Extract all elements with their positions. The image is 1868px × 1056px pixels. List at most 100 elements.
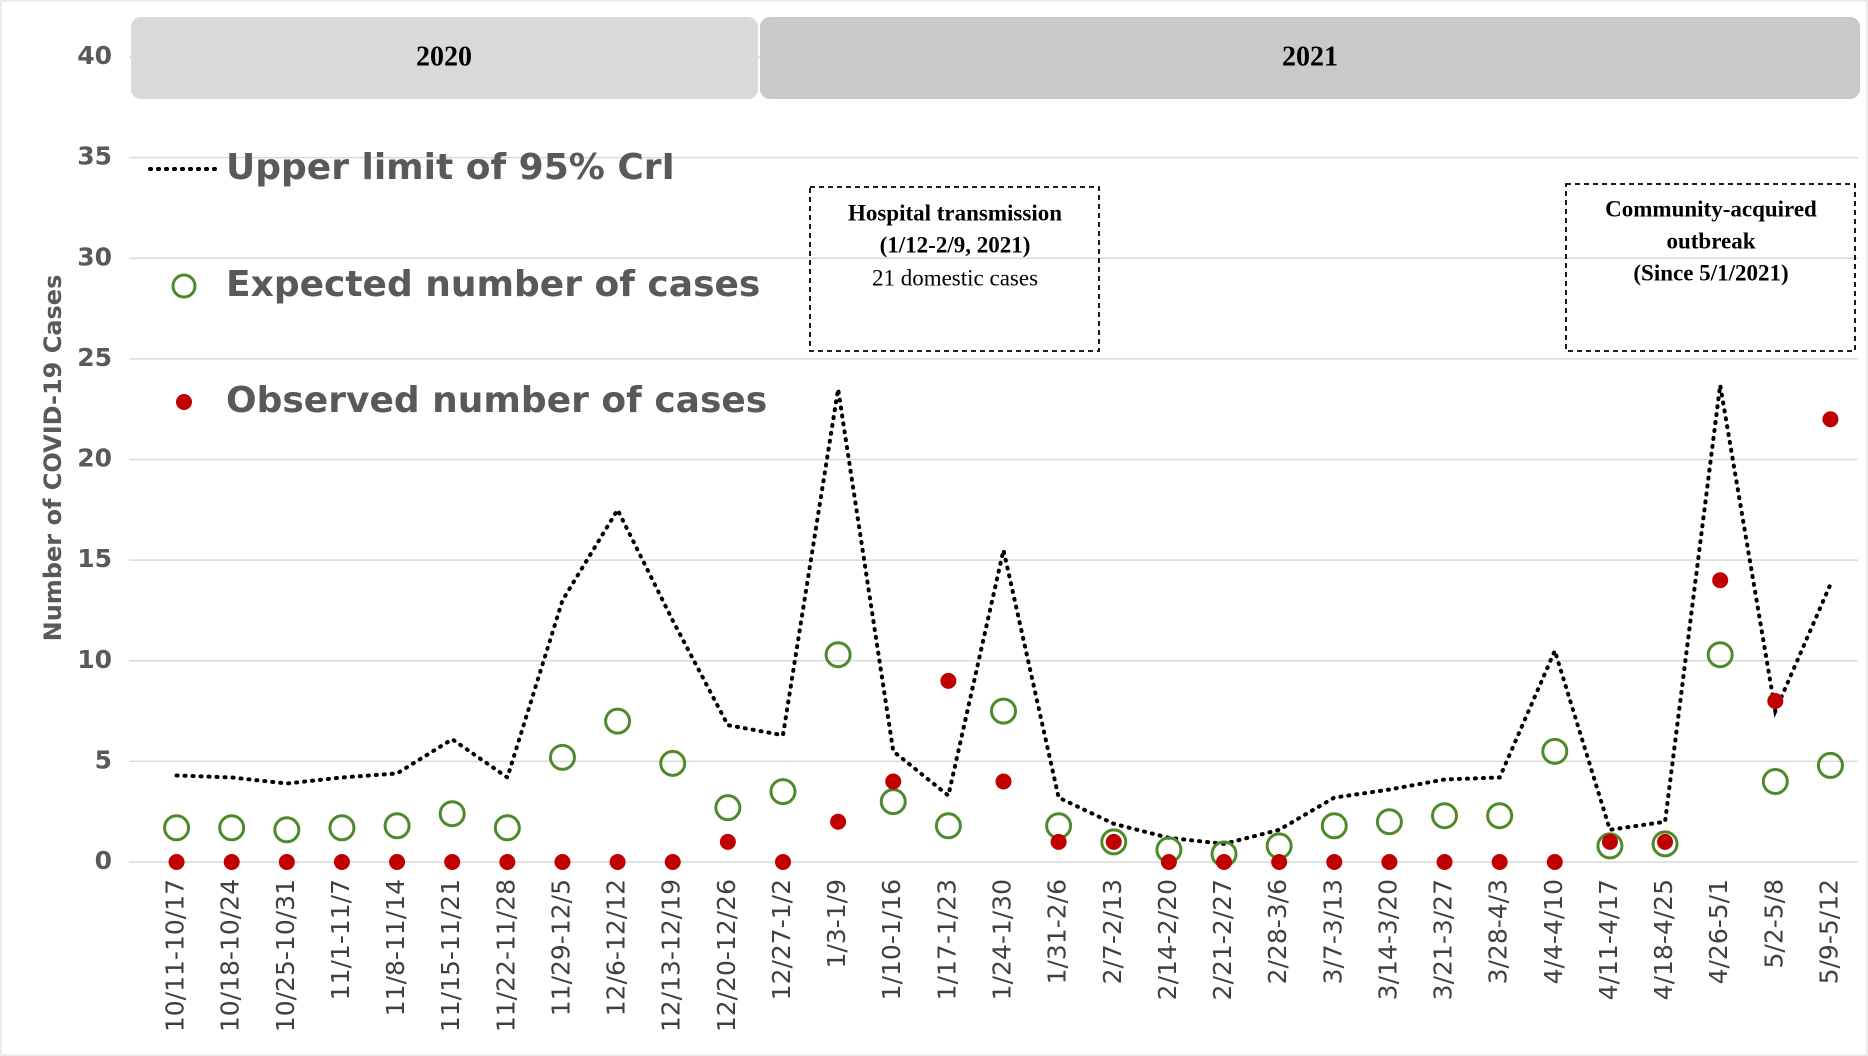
annotation-text: (1/12-2/9, 2021) xyxy=(880,232,1031,257)
point xyxy=(1657,833,1674,850)
point xyxy=(499,854,516,870)
annotation-text: outbreak xyxy=(1666,228,1755,253)
annotation-text: Community-acquired xyxy=(1605,196,1817,221)
annotation-box xyxy=(1565,183,1856,352)
point xyxy=(163,814,191,842)
legend-label: Expected number of cases xyxy=(226,264,760,305)
year-band xyxy=(760,17,1860,99)
point xyxy=(1486,802,1514,830)
x-tick-label: 1/24-1/30 xyxy=(988,879,1017,1000)
point xyxy=(1381,854,1398,870)
point xyxy=(995,773,1012,790)
year-band xyxy=(131,17,758,99)
point xyxy=(659,749,687,777)
x-tick-label: 1/10-1/16 xyxy=(877,879,906,1000)
point xyxy=(769,778,797,806)
point xyxy=(1436,854,1453,870)
x-tick-label: 1/31-2/6 xyxy=(1043,879,1072,984)
point xyxy=(990,697,1017,725)
x-tick-label: 3/28-4/3 xyxy=(1484,879,1513,984)
annotation-text: 21 domestic cases xyxy=(872,265,1038,290)
y-tick-label: 30 xyxy=(77,242,112,271)
y-axis-label: Number of COVID-19 Cases xyxy=(39,275,67,642)
y-tick-label: 15 xyxy=(77,544,112,573)
point xyxy=(830,813,847,830)
x-tick-label: 4/18-4/25 xyxy=(1649,879,1678,1000)
point xyxy=(1651,830,1679,858)
point xyxy=(1326,854,1343,870)
point xyxy=(1546,854,1563,870)
annotation-text: (Since 5/1/2021) xyxy=(1633,260,1788,285)
y-tick-label: 20 xyxy=(77,444,112,473)
x-tick-label: 3/14-3/20 xyxy=(1373,879,1402,1000)
point xyxy=(1601,833,1618,850)
x-tick-label: 2/14-2/20 xyxy=(1153,879,1182,1000)
point xyxy=(1541,737,1569,765)
point xyxy=(885,773,902,790)
x-tick-label: 12/20-12/26 xyxy=(712,879,741,1032)
year-label: 2020 xyxy=(416,41,472,72)
y-tick-label: 25 xyxy=(77,343,112,372)
point xyxy=(1816,751,1844,779)
x-tick-label: 5/9-5/12 xyxy=(1814,879,1843,984)
x-tick-label: 5/2-5/8 xyxy=(1759,879,1788,969)
point xyxy=(1320,812,1348,840)
x-tick-label: 3/7-3/13 xyxy=(1318,879,1347,984)
point xyxy=(1100,828,1128,856)
y-tick-label: 40 xyxy=(77,41,112,70)
point xyxy=(1375,808,1403,836)
point xyxy=(1050,833,1067,850)
point xyxy=(1431,802,1459,830)
x-tick-label: 12/13-12/19 xyxy=(657,879,686,1032)
point xyxy=(1712,572,1729,589)
point xyxy=(774,854,791,870)
point xyxy=(879,788,907,816)
y-tick-label: 5 xyxy=(95,745,112,774)
x-tick-label: 11/15-11/21 xyxy=(436,879,465,1032)
x-tick-label: 11/1-11/7 xyxy=(326,879,355,1000)
point xyxy=(383,812,411,840)
legend-label: Upper limit of 95% CrI xyxy=(226,147,675,188)
point xyxy=(719,833,736,850)
x-tick-label: 3/21-3/27 xyxy=(1429,879,1458,1000)
annotation-box xyxy=(809,186,1100,352)
legend-label: Observed number of cases xyxy=(226,380,767,421)
point xyxy=(554,854,571,870)
point xyxy=(1216,854,1233,870)
point xyxy=(1271,854,1288,870)
point xyxy=(328,814,356,842)
point xyxy=(389,854,406,870)
x-tick-label: 1/3-1/9 xyxy=(822,879,851,969)
point xyxy=(168,854,185,870)
point xyxy=(273,816,301,844)
point xyxy=(934,812,962,840)
x-tick-label: 1/17-1/23 xyxy=(932,879,961,1000)
point xyxy=(609,854,626,870)
point xyxy=(1761,768,1789,795)
point xyxy=(218,814,246,842)
point xyxy=(223,854,240,870)
x-tick-label: 11/29-12/5 xyxy=(546,879,575,1016)
point xyxy=(444,854,461,870)
x-tick-label: 10/25-10/31 xyxy=(271,879,300,1032)
x-tick-label: 2/28-3/6 xyxy=(1263,879,1292,984)
x-tick-label: 4/11-4/17 xyxy=(1594,879,1623,1000)
legend-symbol xyxy=(171,273,197,299)
line xyxy=(174,384,1833,846)
point xyxy=(493,814,521,842)
point xyxy=(664,854,681,870)
point xyxy=(940,672,957,689)
point xyxy=(1160,854,1177,870)
point xyxy=(548,743,576,771)
x-tick-label: 11/22-11/28 xyxy=(491,879,520,1032)
legend-symbol xyxy=(176,394,192,410)
y-tick-label: 10 xyxy=(77,645,112,674)
point xyxy=(1491,854,1508,870)
x-tick-label: 4/4-4/10 xyxy=(1539,879,1568,984)
x-tick-label: 11/8-11/14 xyxy=(381,879,410,1016)
x-tick-label: 2/21-2/27 xyxy=(1208,879,1237,1000)
point xyxy=(1767,693,1784,709)
point xyxy=(824,641,852,669)
